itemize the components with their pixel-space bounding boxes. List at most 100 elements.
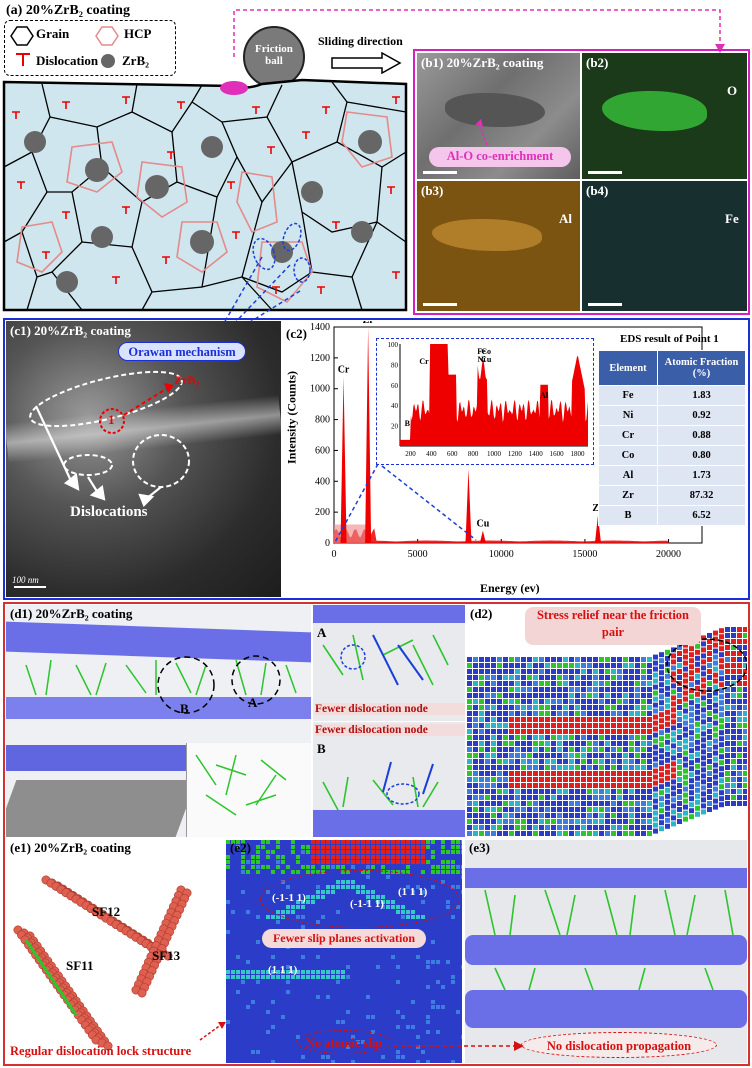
atom-cell bbox=[659, 778, 664, 784]
atom-cell bbox=[683, 732, 688, 738]
atom-cell bbox=[326, 1055, 330, 1059]
atom-cell bbox=[485, 711, 490, 716]
atom-cell bbox=[623, 783, 628, 788]
atom-cell bbox=[276, 860, 280, 864]
atom-cell bbox=[647, 825, 652, 830]
atom-cell bbox=[593, 759, 598, 764]
inset-x-tick-label: 1000 bbox=[487, 450, 502, 458]
atom-cell bbox=[719, 712, 724, 718]
atom-cell bbox=[479, 795, 484, 800]
atom-cell bbox=[647, 729, 652, 734]
atom-cell bbox=[737, 771, 742, 776]
atom-cell bbox=[659, 814, 664, 820]
atom-cell bbox=[737, 735, 742, 740]
atom-cell bbox=[503, 657, 508, 662]
atom-cell bbox=[695, 715, 700, 721]
eds-header-element: Element bbox=[598, 350, 658, 386]
spectrum-peak bbox=[340, 376, 347, 543]
atom-cell bbox=[707, 771, 712, 776]
atom-cell bbox=[719, 748, 724, 754]
atom-cell bbox=[713, 792, 718, 798]
atom-cell bbox=[467, 717, 472, 722]
atom-cell bbox=[316, 975, 320, 979]
atom-cell bbox=[671, 713, 676, 719]
lock-structure-label: Regular dislocation lock structure bbox=[10, 1044, 192, 1058]
atom-cell bbox=[226, 865, 230, 869]
atom-cell bbox=[485, 705, 490, 710]
atom-cell bbox=[665, 769, 670, 775]
atom-cell bbox=[713, 702, 718, 708]
atom-cell bbox=[497, 663, 502, 668]
atom-cell bbox=[527, 789, 532, 794]
atom-cell bbox=[587, 813, 592, 818]
atom-cell bbox=[386, 855, 390, 859]
atom-cell bbox=[623, 705, 628, 710]
atom-cell bbox=[707, 639, 712, 644]
atom-cell bbox=[641, 831, 646, 836]
atom-cell bbox=[617, 663, 622, 668]
atom-cell bbox=[641, 747, 646, 752]
atom-cell bbox=[701, 791, 706, 797]
atom-cell bbox=[731, 645, 736, 650]
e1-stacking-faults bbox=[13, 875, 192, 1051]
atom-cell bbox=[401, 840, 405, 844]
atom-cell bbox=[485, 663, 490, 668]
atom-cell bbox=[635, 711, 640, 716]
atom-cell bbox=[545, 741, 550, 746]
atom-cell bbox=[659, 670, 664, 676]
atom-cell bbox=[701, 749, 706, 755]
atom-cell bbox=[226, 930, 230, 934]
atom-cell bbox=[719, 724, 724, 730]
atom-cell bbox=[635, 687, 640, 692]
atom-cell bbox=[515, 759, 520, 764]
atom-cell bbox=[713, 648, 718, 654]
atom-cell bbox=[306, 845, 310, 849]
e3-slab-2 bbox=[465, 935, 747, 965]
atom-cell bbox=[713, 750, 718, 756]
atom-cell bbox=[533, 657, 538, 662]
atom-cell bbox=[725, 765, 730, 770]
atom-cell bbox=[545, 807, 550, 812]
atom-cell bbox=[599, 657, 604, 662]
atom-cell bbox=[737, 741, 742, 746]
atom-cell bbox=[641, 657, 646, 662]
atom-cell bbox=[629, 717, 634, 722]
atom-cell bbox=[701, 725, 706, 731]
atom-cell bbox=[629, 699, 634, 704]
atom-cell bbox=[581, 777, 586, 782]
atom-cell bbox=[467, 693, 472, 698]
atom-cell bbox=[617, 747, 622, 752]
atom-cell bbox=[587, 831, 592, 836]
atom-cell bbox=[467, 741, 472, 746]
d2-friction-ellipse bbox=[666, 638, 747, 692]
eds-cell: Zr bbox=[598, 485, 658, 506]
atom-cell bbox=[366, 850, 370, 854]
atom-cell bbox=[731, 789, 736, 794]
atom-cell bbox=[533, 717, 538, 722]
dislocation-line bbox=[24, 939, 78, 1016]
atom-cell bbox=[509, 669, 514, 674]
atom-cell bbox=[581, 813, 586, 818]
atom-cell bbox=[551, 741, 556, 746]
atom-cell bbox=[659, 712, 664, 718]
atom-cell bbox=[575, 807, 580, 812]
atom-cell bbox=[659, 802, 664, 808]
atom-cell bbox=[316, 850, 320, 854]
atom-cell bbox=[497, 699, 502, 704]
atom-cell bbox=[581, 795, 586, 800]
atom-cell bbox=[521, 675, 526, 680]
atom-cell bbox=[719, 802, 724, 808]
table-row: Co 0.80 bbox=[598, 445, 746, 466]
atom-cell bbox=[665, 811, 670, 817]
atom-cell bbox=[551, 723, 556, 728]
d2-image: Stress relief near the friction pair bbox=[467, 605, 747, 837]
atom-cell bbox=[659, 766, 664, 772]
atom-cell bbox=[497, 759, 502, 764]
atom-cell bbox=[677, 813, 682, 818]
atom-cell bbox=[521, 657, 526, 662]
atom-cell bbox=[683, 744, 688, 750]
atom-cell bbox=[545, 813, 550, 818]
atom-cell bbox=[689, 754, 694, 760]
atom-cell bbox=[725, 687, 730, 692]
atom-cell bbox=[587, 687, 592, 692]
